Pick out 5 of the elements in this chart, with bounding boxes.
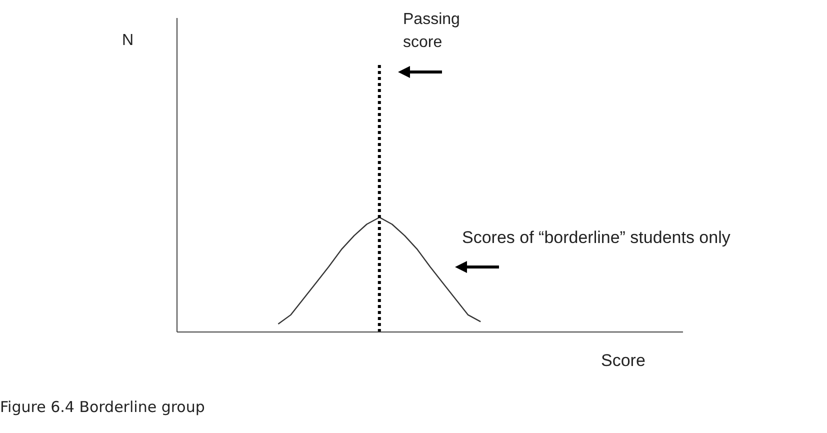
text: Figure 6.4 Borderline group <box>0 398 205 416</box>
x-axis-title: Score <box>601 351 646 371</box>
annotation: Scores of “borderline” students only <box>462 228 730 248</box>
text: N <box>122 32 134 50</box>
text: Passing score <box>403 10 461 53</box>
